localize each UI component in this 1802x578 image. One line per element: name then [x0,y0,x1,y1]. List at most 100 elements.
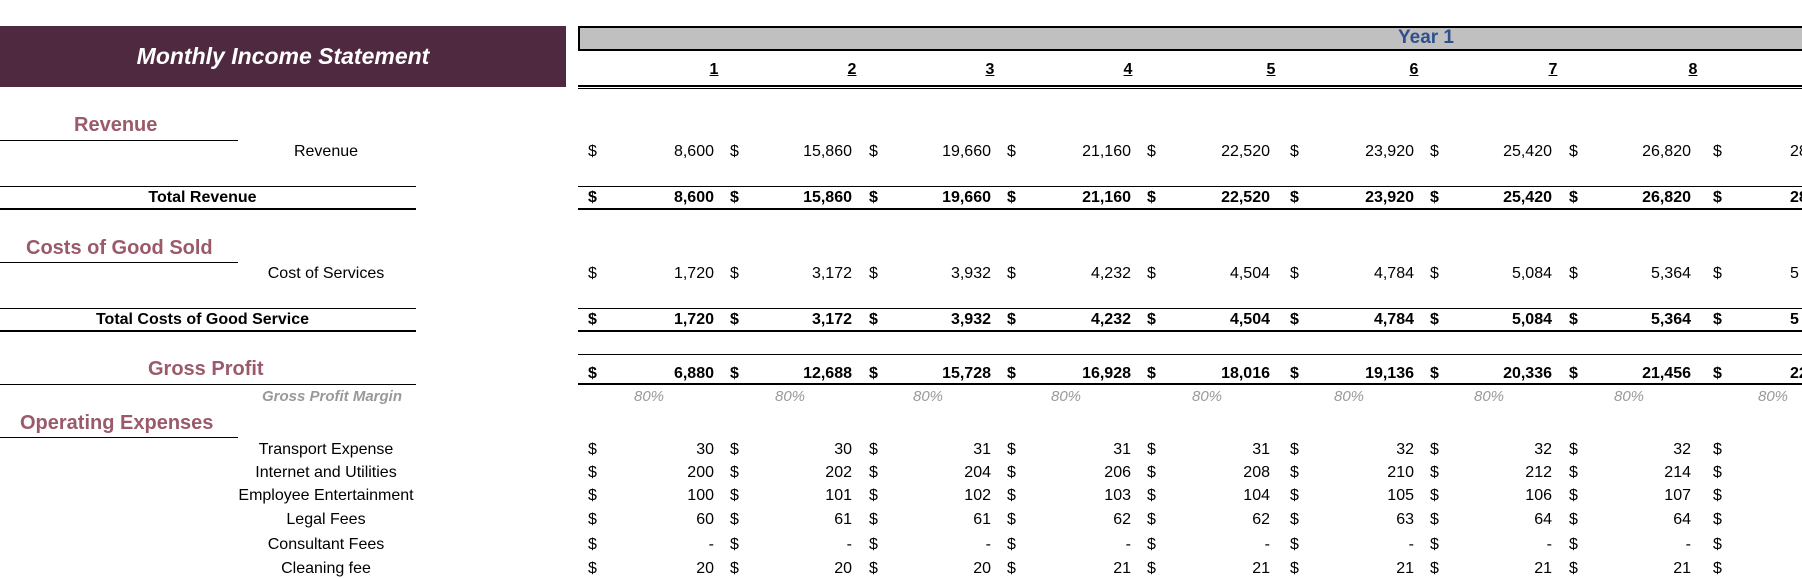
currency-symbol: $ [1290,441,1299,458]
row-label-consultant: Consultant Fees [267,536,385,553]
currency-symbol: $ [588,487,597,504]
rule [578,308,1802,309]
cell-value: 20 [834,560,852,577]
currency-symbol: $ [1713,487,1722,504]
currency-symbol: $ [730,441,739,458]
currency-symbol: $ [588,265,597,282]
cell-value: 16,928 [1082,365,1131,382]
row-label-legal: Legal Fees [286,511,366,528]
cell-value: 19,660 [942,143,991,160]
section-gross-profit: Gross Profit [148,358,264,380]
cell-value: 60 [696,511,714,528]
currency-symbol: $ [1569,265,1578,282]
section-underline [0,437,238,438]
currency-symbol: $ [1147,536,1156,553]
currency-symbol: $ [869,189,878,206]
cell-value: 19,136 [1365,365,1414,382]
cell-value: 19,660 [942,189,991,206]
row-label-employee-entertainment: Employee Entertainment [238,487,414,504]
cell-value: 204 [964,464,991,481]
currency-symbol: $ [730,511,739,528]
currency-symbol: $ [1290,311,1299,328]
cell-value: 22,520 [1221,143,1270,160]
cell-value: 22,520 [1221,189,1270,206]
cell-value: 214 [1664,464,1691,481]
currency-symbol: $ [1147,441,1156,458]
cell-value: 6,880 [673,365,714,382]
currency-symbol: $ [869,511,878,528]
currency-symbol: $ [730,189,739,206]
currency-symbol: $ [1147,365,1156,382]
cell-value: 26,820 [1642,143,1691,160]
currency-symbol: $ [1007,536,1016,553]
currency-symbol: $ [1147,511,1156,528]
currency-symbol: $ [869,365,878,382]
margin-percent: 80% [775,388,806,405]
currency-symbol: $ [1147,143,1156,160]
cell-value: 21,160 [1082,143,1131,160]
currency-symbol: $ [588,464,597,481]
currency-symbol: $ [1430,560,1439,577]
currency-symbol: $ [1290,143,1299,160]
month-number: 3 [985,61,995,78]
currency-symbol: $ [1147,487,1156,504]
cell-value: 4,784 [1373,311,1414,328]
cell-value-partial: 5 [1790,311,1799,328]
cell-value: 3,172 [811,311,852,328]
cell-value: 62 [1252,511,1270,528]
cell-value: 61 [973,511,991,528]
currency-symbol: $ [730,143,739,160]
margin-percent: 80% [1051,388,1082,405]
section-revenue: Revenue [74,114,158,136]
title-bar: Monthly Income Statement [0,26,566,87]
cell-value: 32 [1396,441,1414,458]
currency-symbol: $ [1430,189,1439,206]
currency-symbol: $ [588,365,597,382]
cell-value-partial: 28 [1790,143,1802,160]
cell-value: 106 [1525,487,1552,504]
cell-value: 200 [687,464,714,481]
currency-symbol: $ [588,511,597,528]
currency-symbol: $ [869,265,878,282]
currency-symbol: $ [1713,189,1722,206]
cell-value: - [1546,536,1552,553]
cell-value: 31 [1113,441,1131,458]
cell-value: 101 [825,487,852,504]
page-title: Monthly Income Statement [136,43,430,69]
currency-symbol: $ [1713,536,1722,553]
currency-symbol: $ [1290,265,1299,282]
row-label-revenue: Revenue [293,143,359,160]
cell-value: - [846,536,852,553]
cell-value: 15,860 [803,189,852,206]
rule [578,186,1802,187]
currency-symbol: $ [1290,365,1299,382]
cell-value: 21 [1673,560,1691,577]
margin-percent: 80% [1758,388,1789,405]
currency-symbol: $ [1290,189,1299,206]
cell-value: 15,728 [942,365,991,382]
currency-symbol: $ [1290,511,1299,528]
rule [0,308,416,309]
currency-symbol: $ [1713,464,1722,481]
currency-symbol: $ [1713,511,1722,528]
currency-symbol: $ [1569,487,1578,504]
cell-value: 3,932 [950,311,991,328]
cell-value: 1,720 [673,311,714,328]
cell-value: 4,784 [1373,265,1414,282]
currency-symbol: $ [1569,560,1578,577]
cell-value: 105 [1387,487,1414,504]
cell-value: 202 [825,464,852,481]
cell-value: 3,932 [950,265,991,282]
currency-symbol: $ [869,536,878,553]
rule [578,383,1802,385]
currency-symbol: $ [1569,464,1578,481]
month-number: 8 [1688,61,1698,78]
row-label-gross-profit-margin: Gross Profit Margin [262,388,403,405]
margin-percent: 80% [1614,388,1645,405]
currency-symbol: $ [1569,311,1578,328]
currency-symbol: $ [1007,189,1016,206]
currency-symbol: $ [1007,311,1016,328]
currency-symbol: $ [730,487,739,504]
currency-symbol: $ [1430,487,1439,504]
currency-symbol: $ [1430,464,1439,481]
